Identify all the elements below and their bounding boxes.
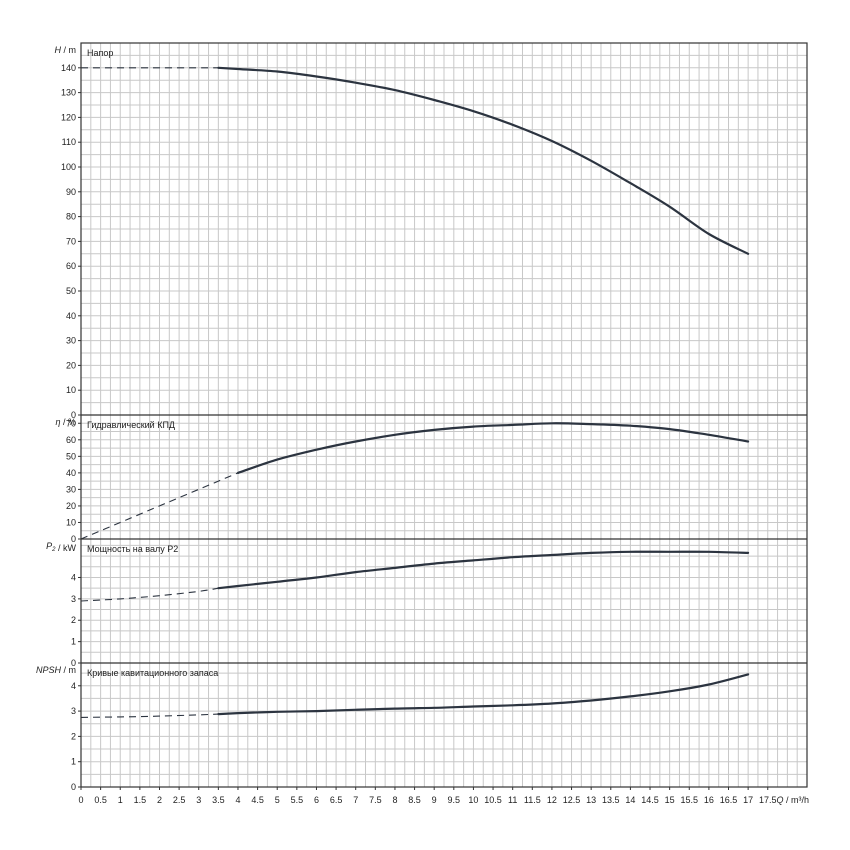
- y-tick-label: 3: [71, 594, 76, 604]
- x-axis: 0 0.5 1 1.5 2 2.5 3 3.5 4 4.5 5 5.5 6 6.5 7 7.5 8 8.5 9 9.5…: [78, 787, 809, 805]
- x-tick-label: 12: [547, 795, 557, 805]
- panel-title: Напор: [87, 48, 113, 58]
- y-tick-label: 20: [66, 501, 76, 511]
- y-axis-label: H / m: [55, 45, 77, 55]
- y-tick-label: 70: [66, 236, 76, 246]
- y-tick-label: 40: [66, 311, 76, 321]
- panel-head: 0 10 20 30 40 50 60 70 80 90 100 110 120 130 140 H / m Н…: [55, 45, 807, 420]
- x-tick-label: 14: [625, 795, 635, 805]
- panel-power: 0 1 2 3 4 P2 / kW Мощность на валу P2: [46, 541, 807, 668]
- x-tick-label: 2: [157, 795, 162, 805]
- x-tick-label: 11.5: [524, 795, 541, 805]
- x-tick-label: 17.5: [759, 795, 777, 805]
- panel-title: Кривые кавитационного запаса: [87, 668, 218, 678]
- x-tick-label: 15: [665, 795, 675, 805]
- y-tick-label: 70: [66, 418, 76, 428]
- x-tick-label: 3.5: [212, 795, 225, 805]
- x-tick-label: 9.5: [448, 795, 461, 805]
- x-tick-label: 6.5: [330, 795, 343, 805]
- y-tick-label: 3: [71, 706, 76, 716]
- x-tick-label: 7.5: [369, 795, 382, 805]
- y-tick-label: 100: [61, 162, 76, 172]
- curve-head: [217, 66, 750, 255]
- curve-efficiency: [236, 422, 750, 474]
- x-tick-label: 10: [468, 795, 478, 805]
- x-tick-label: 2.5: [173, 795, 186, 805]
- y-axis-label: P2 / kW: [46, 541, 76, 553]
- y-tick-label: 120: [61, 112, 76, 122]
- panel-efficiency: 0 10 20 30 40 50 60 70η / % Гидравлический КПД: [55, 417, 807, 544]
- x-tick-label: 8.5: [408, 795, 421, 805]
- y-tick-label: 0: [71, 534, 76, 544]
- x-tick-label: 13.5: [602, 795, 620, 805]
- y-tick-label: 1: [71, 757, 76, 767]
- x-tick-label: 4: [235, 795, 240, 805]
- panel-npsh: 0 1 2 3 4 NPSH / m Кривые кавитационного запас…: [36, 665, 807, 792]
- x-tick-label: 11: [508, 795, 517, 805]
- y-axis-label: NPSH / m: [36, 665, 76, 675]
- x-tick-label: 12.5: [563, 795, 581, 805]
- y-tick-label: 60: [66, 435, 76, 445]
- y-tick-label: 10: [66, 385, 76, 395]
- x-axis-label: Q / m³/h: [776, 795, 809, 805]
- x-tick-label: 5: [275, 795, 280, 805]
- plot-frame: [80, 42, 808, 788]
- y-tick-label: 2: [71, 731, 76, 741]
- y-tick-label: 130: [61, 88, 76, 98]
- y-tick-label: 30: [66, 336, 76, 346]
- panel-title: Гидравлический КПД: [87, 420, 175, 430]
- x-tick-label: 14.5: [641, 795, 659, 805]
- y-tick-label: 80: [66, 212, 76, 222]
- x-tick-label: 1.5: [134, 795, 147, 805]
- y-axis-label: η / %: [55, 417, 76, 427]
- y-tick-label: 90: [66, 187, 76, 197]
- y-tick-label: 4: [71, 681, 76, 691]
- y-tick-label: 60: [66, 261, 76, 271]
- x-tick-label: 15.5: [681, 795, 699, 805]
- y-tick-label: 50: [66, 286, 76, 296]
- y-tick-label: 50: [66, 451, 76, 461]
- y-tick-label: 10: [66, 517, 76, 527]
- x-tick-label: 4.5: [251, 795, 264, 805]
- curve-power: [217, 550, 750, 590]
- panel-title: Мощность на валу P2: [87, 544, 178, 554]
- x-tick-label: 10.5: [484, 795, 502, 805]
- y-tick-label: 2: [71, 615, 76, 625]
- x-tick-label: 7: [353, 795, 358, 805]
- y-tick-label: 1: [71, 637, 76, 647]
- curve-npsh: [217, 673, 750, 716]
- y-tick-label: 40: [66, 468, 76, 478]
- x-tick-label: 9: [432, 795, 437, 805]
- y-tick-label: 30: [66, 484, 76, 494]
- y-tick-label: 110: [62, 137, 76, 147]
- curve-efficiency-extrapolated: [80, 472, 239, 540]
- curve-npsh-extrapolated: [80, 713, 219, 718]
- y-tick-label: 0: [71, 658, 76, 668]
- y-tick-label: 140: [61, 63, 76, 73]
- x-tick-label: 0.5: [94, 795, 107, 805]
- x-tick-label: 5.5: [291, 795, 304, 805]
- x-tick-label: 13: [586, 795, 596, 805]
- x-tick-label: 16.5: [720, 795, 738, 805]
- x-tick-label: 3: [196, 795, 201, 805]
- x-tick-label: 0: [78, 795, 83, 805]
- y-tick-label: 20: [66, 360, 76, 370]
- x-tick-label: 8: [392, 795, 397, 805]
- x-tick-label: 6: [314, 795, 319, 805]
- y-tick-label: 0: [71, 410, 76, 420]
- x-tick-label: 16: [704, 795, 714, 805]
- x-tick-label: 1: [118, 795, 123, 805]
- y-tick-label: 0: [71, 782, 76, 792]
- x-tick-label: 17: [743, 795, 753, 805]
- curve-power-extrapolated: [80, 587, 219, 602]
- y-tick-label: 4: [71, 572, 76, 582]
